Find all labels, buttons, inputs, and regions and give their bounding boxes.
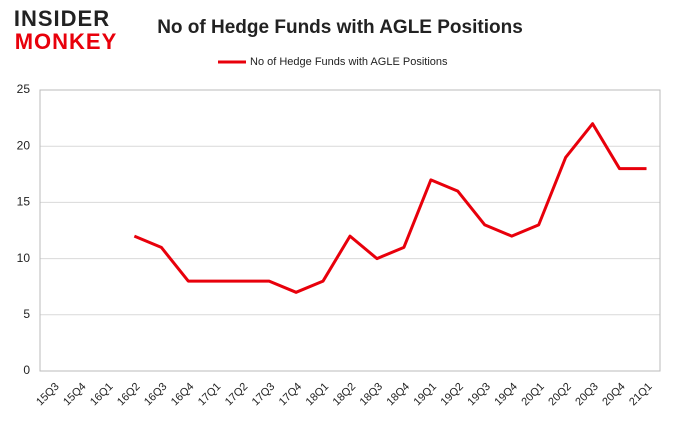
x-tick-label: 20Q2 — [546, 381, 574, 409]
x-tick-label: 19Q1 — [412, 381, 440, 409]
x-tick-label: 17Q4 — [277, 381, 305, 409]
x-tick-label: 20Q1 — [519, 381, 547, 409]
x-tick-label: 18Q2 — [331, 381, 359, 409]
x-tick-label: 18Q3 — [358, 381, 386, 409]
logo-bottom: MONKEY — [15, 29, 118, 54]
chart-title: No of Hedge Funds with AGLE Positions — [157, 17, 523, 38]
x-tick-label: 18Q1 — [304, 381, 332, 409]
x-tick-label: 16Q2 — [115, 381, 143, 409]
x-tick-label: 19Q2 — [438, 381, 466, 409]
x-tick-label: 17Q1 — [196, 381, 224, 409]
y-tick-label: 10 — [17, 251, 31, 265]
plot-frame — [39, 89, 661, 372]
y-tick-label: 20 — [17, 138, 31, 152]
legend-label: No of Hedge Funds with AGLE Positions — [250, 56, 448, 68]
x-tick-label: 19Q4 — [492, 381, 520, 409]
logo-top: INSIDER — [14, 6, 110, 31]
x-tick-label: 20Q4 — [600, 381, 628, 409]
x-tick-label: 15Q3 — [34, 381, 62, 409]
x-tick-label: 16Q3 — [142, 381, 170, 409]
x-tick-label: 16Q4 — [169, 381, 197, 409]
y-tick-label: 25 — [17, 82, 31, 96]
x-tick-label: 18Q4 — [385, 381, 413, 409]
x-tick-label: 16Q1 — [88, 381, 116, 409]
y-tick-label: 5 — [23, 307, 30, 321]
y-tick-label: 15 — [17, 195, 31, 209]
y-tick-label: 0 — [23, 363, 30, 377]
x-tick-label: 19Q3 — [465, 381, 493, 409]
x-tick-label: 21Q1 — [627, 381, 655, 409]
x-tick-label: 17Q2 — [223, 381, 251, 409]
x-tick-label: 17Q3 — [250, 381, 278, 409]
x-tick-label: 20Q3 — [573, 381, 601, 409]
data-line — [133, 122, 647, 294]
x-tick-label: 15Q4 — [61, 381, 89, 409]
